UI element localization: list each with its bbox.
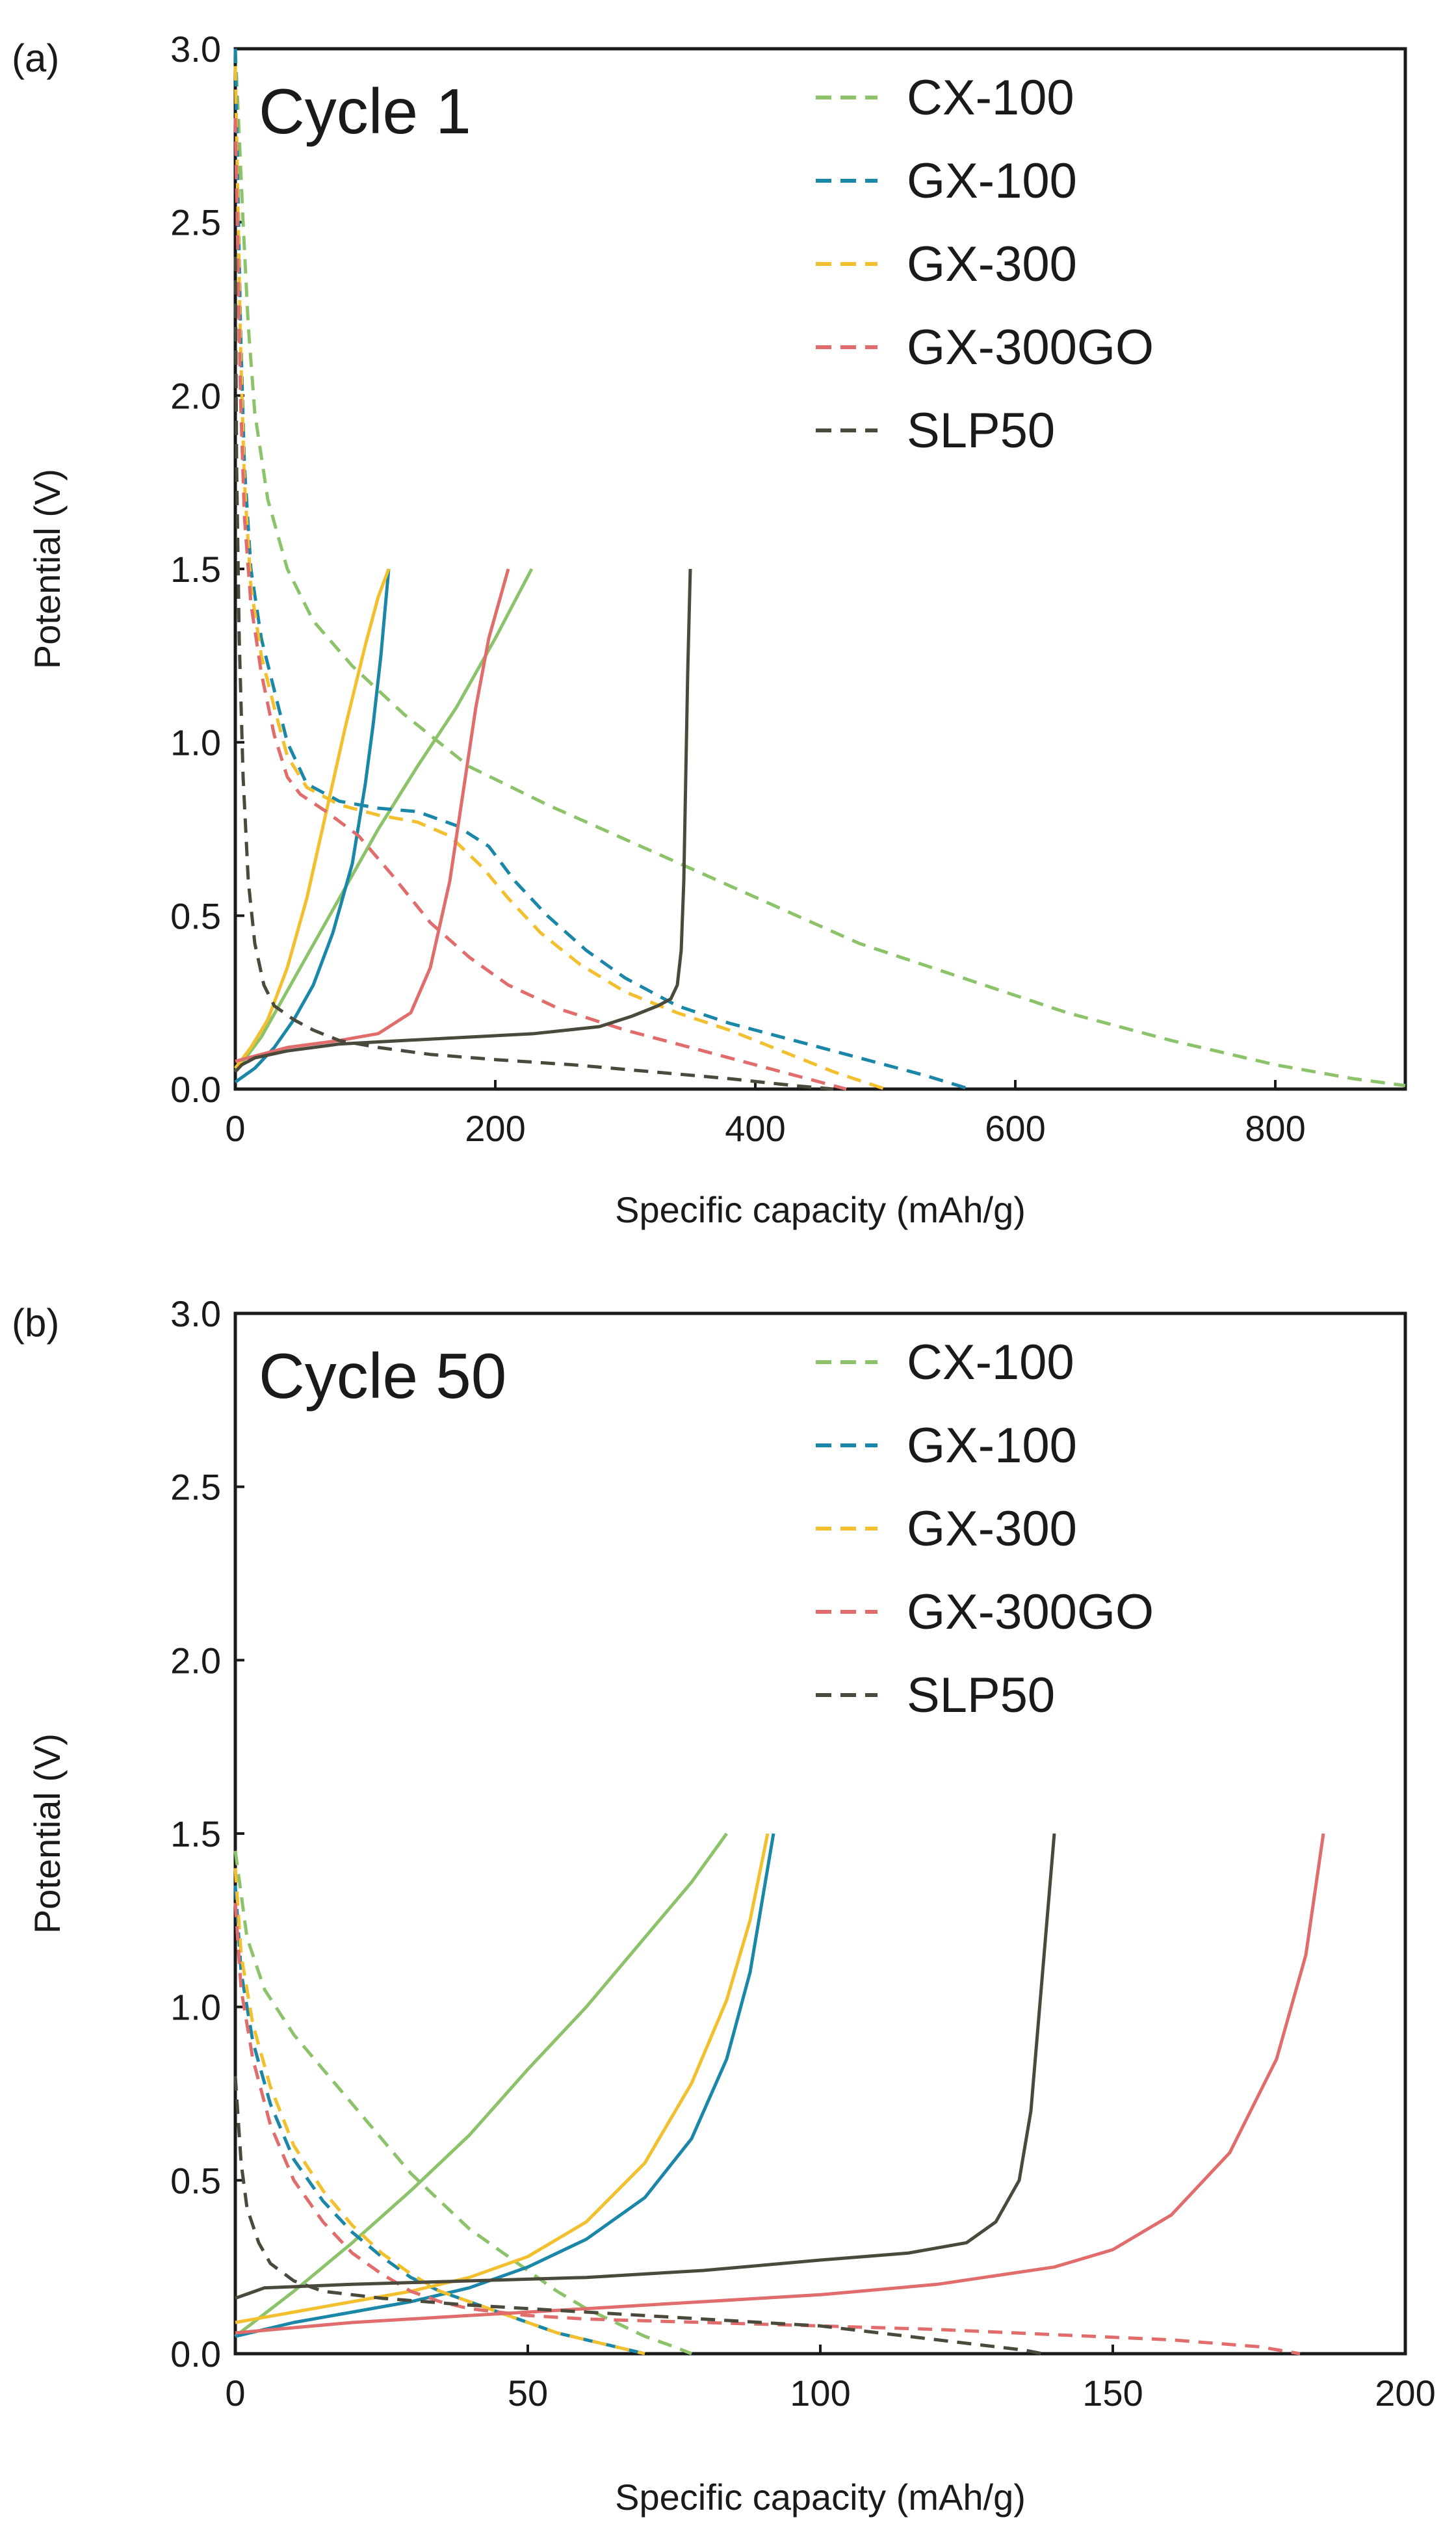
y-tick-label: 1.5 xyxy=(170,549,221,590)
y-tick-label: 0.0 xyxy=(170,2334,221,2375)
legend-label-gx-100: GX-100 xyxy=(907,153,1077,209)
series-cx-100-discharge-line xyxy=(233,48,1406,1088)
panel-a-y-ticks: 0.0 0.5 1.0 1.5 2.0 2.5 3.0 xyxy=(170,29,244,1110)
x-tick-label: 0 xyxy=(225,2373,245,2414)
series-slp50-discharge-line xyxy=(233,2076,1043,2356)
panel-a-legend: CX-100 GX-100 GX-300 GX-300GO SLP50 xyxy=(816,70,1154,458)
panel-a-cycle-label: Cycle 1 xyxy=(259,75,471,147)
series-gx-300go-discharge-line xyxy=(233,118,847,1091)
y-tick-label: 2.5 xyxy=(170,202,221,243)
panel-b-chart: (b) Cycle 50 Potential (V) Specific capa… xyxy=(12,1293,1436,2518)
x-tick-label: 150 xyxy=(1082,2373,1143,2414)
x-tick-label: 0 xyxy=(225,1108,245,1149)
panel-b-series xyxy=(233,1832,1325,2356)
x-tick-label: 200 xyxy=(1375,2373,1435,2414)
series-cx-100-charge-line xyxy=(234,1832,729,2338)
series-gx-100-discharge-line xyxy=(233,1885,645,2356)
legend-label-cx-100: CX-100 xyxy=(907,1335,1074,1390)
legend-label-slp50: SLP50 xyxy=(907,1668,1055,1723)
y-tick-label: 2.5 xyxy=(170,1467,221,1508)
panel-b-x-ticks: 0 50 100 150 200 xyxy=(225,2345,1436,2414)
y-tick-label: 0.0 xyxy=(170,1069,221,1110)
series-cx-100-charge-line xyxy=(234,568,534,1073)
panel-a-plot-frame xyxy=(233,47,1407,1091)
panel-a-x-ticks: 0 200 400 600 800 xyxy=(225,1080,1306,1149)
panel-b-x-axis-label: Specific capacity (mAh/g) xyxy=(615,2477,1026,2518)
y-tick-label: 1.0 xyxy=(170,1987,221,2028)
legend-label-gx-100: GX-100 xyxy=(907,1418,1077,1473)
series-gx-300go-charge-line xyxy=(235,568,510,1063)
series-gx-300go-discharge-line xyxy=(233,1902,1301,2356)
series-gx-100-charge-line xyxy=(235,1833,775,2338)
x-tick-label: 600 xyxy=(985,1108,1045,1149)
series-gx-300-charge-line xyxy=(234,568,391,1070)
y-tick-label: 1.0 xyxy=(170,722,221,763)
x-tick-label: 50 xyxy=(508,2373,548,2414)
series-gx-300-discharge-line xyxy=(233,1868,645,2356)
panel-a-chart: (a) Cycle 1 Potential (V) Specific capac… xyxy=(12,29,1407,1230)
x-tick-label: 400 xyxy=(725,1108,785,1149)
y-tick-label: 3.0 xyxy=(170,1293,221,1334)
y-tick-label: 0.5 xyxy=(170,2160,221,2201)
series-slp50-discharge-line xyxy=(233,256,834,1091)
legend-label-gx-300: GX-300 xyxy=(907,237,1077,292)
y-tick-label: 2.0 xyxy=(170,1640,221,1681)
y-tick-label: 1.5 xyxy=(170,1813,221,1854)
series-gx-100-discharge-line xyxy=(233,48,970,1091)
legend-label-cx-100: CX-100 xyxy=(907,70,1074,125)
panel-a-y-axis-label: Potential (V) xyxy=(27,469,68,669)
y-tick-label: 3.0 xyxy=(170,29,221,70)
series-slp50-charge-line xyxy=(234,568,692,1073)
panel-a-series xyxy=(233,48,1406,1091)
panel-a-label: (a) xyxy=(12,36,59,80)
panel-b-legend: CX-100 GX-100 GX-300 GX-300GO SLP50 xyxy=(816,1335,1154,1723)
x-tick-label: 200 xyxy=(465,1108,525,1149)
x-tick-label: 800 xyxy=(1245,1108,1305,1149)
legend-label-gx-300go: GX-300GO xyxy=(907,320,1154,375)
series-gx-300-charge-line xyxy=(235,1833,770,2324)
panel-a-x-axis-label: Specific capacity (mAh/g) xyxy=(615,1189,1026,1230)
series-gx-300-discharge-line xyxy=(233,66,886,1091)
series-cx-100-discharge-line xyxy=(233,1850,692,2356)
y-tick-label: 0.5 xyxy=(170,895,221,936)
panel-b-cycle-label: Cycle 50 xyxy=(259,1340,506,1412)
legend-label-gx-300: GX-300 xyxy=(907,1501,1077,1557)
series-gx-300go-charge-line xyxy=(235,1833,1325,2335)
panel-b-plot-frame xyxy=(233,1311,1407,2356)
legend-label-gx-300go: GX-300GO xyxy=(907,1585,1154,1640)
panel-b-y-ticks: 0.0 0.5 1.0 1.5 2.0 2.5 3.0 xyxy=(170,1293,244,2375)
x-tick-label: 100 xyxy=(790,2373,850,2414)
panel-b-label: (b) xyxy=(12,1301,59,1345)
series-slp50-charge-line xyxy=(235,1833,1056,2300)
legend-label-slp50: SLP50 xyxy=(907,403,1055,458)
panel-b-y-axis-label: Potential (V) xyxy=(27,1733,68,1934)
y-tick-label: 2.0 xyxy=(170,375,221,416)
